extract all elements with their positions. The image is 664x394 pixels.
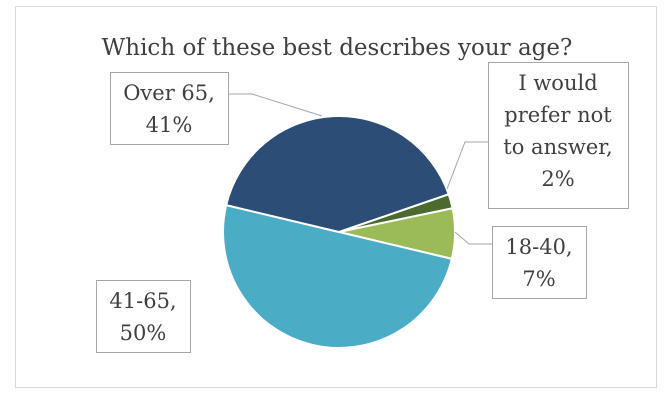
data-label-box-4 xyxy=(110,72,229,145)
data-label-1: I would prefer not to answer, 2% xyxy=(503,71,612,191)
pie-slice-4 xyxy=(224,115,450,234)
data-label-3: 41-65, 50% xyxy=(109,289,176,345)
data-label-line: 41-65, xyxy=(109,289,176,313)
data-label-4: Over 65, 41% xyxy=(123,81,215,137)
pie-slices xyxy=(222,115,456,349)
leader-lines xyxy=(228,93,492,245)
leader-line-1 xyxy=(446,141,488,190)
data-label-line: 2% xyxy=(541,167,574,191)
data-label-line: 50% xyxy=(120,321,167,345)
data-labels: I would prefer not to answer, 2% 18-40, 7% 41-… xyxy=(96,62,629,353)
data-label-line: 18-40, xyxy=(505,235,572,259)
leader-line-4 xyxy=(228,93,323,117)
data-label-line: Over 65, xyxy=(123,81,215,105)
pie-slice-3 xyxy=(222,203,454,349)
leader-line-2 xyxy=(454,231,492,245)
data-label-box-3 xyxy=(96,280,191,353)
data-label-line: 7% xyxy=(522,267,555,291)
data-label-box-2 xyxy=(492,226,587,299)
data-label-line: 41% xyxy=(146,113,193,137)
data-label-box-1 xyxy=(488,62,629,209)
data-label-line: prefer not xyxy=(504,103,612,127)
data-label-2: 18-40, 7% xyxy=(505,235,572,291)
data-label-line: to answer, xyxy=(503,135,612,159)
data-label-line: I would xyxy=(518,71,597,95)
chart-title: Which of these best describes your age? xyxy=(102,35,573,61)
